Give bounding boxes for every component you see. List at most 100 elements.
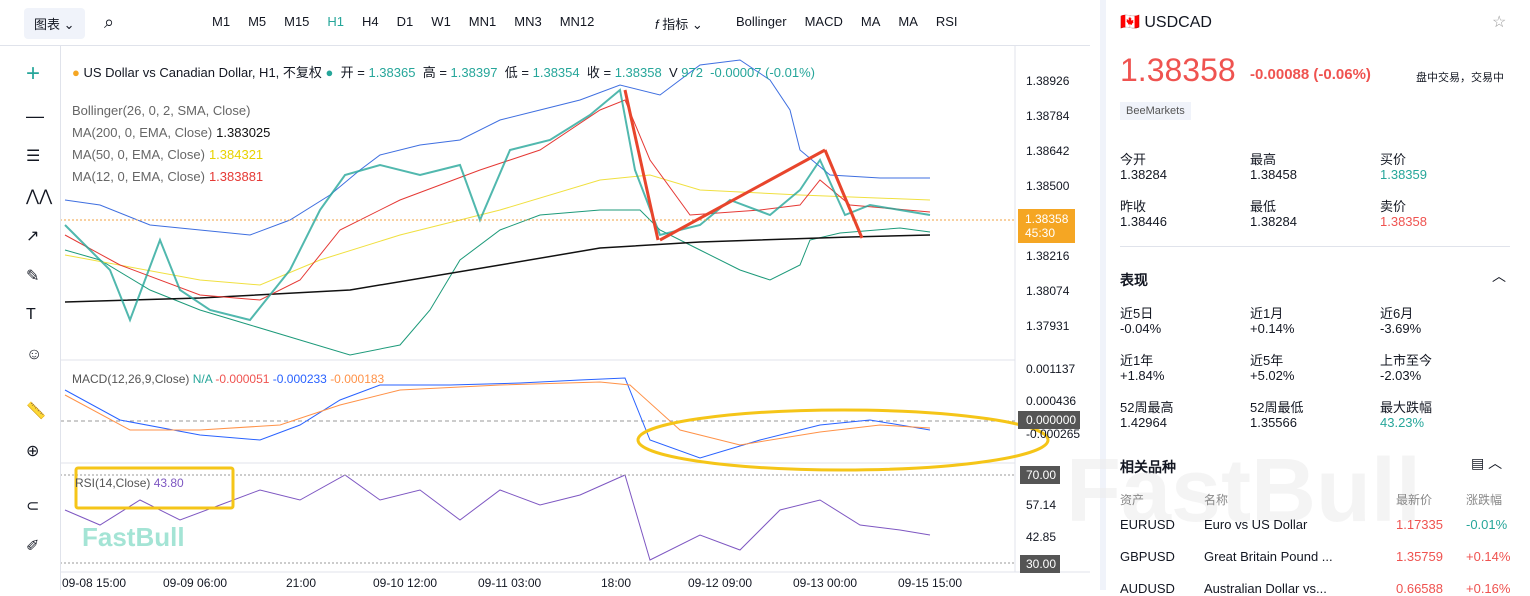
collapse[interactable]: ︿	[1492, 268, 1506, 284]
time-tick: 21:00	[286, 576, 317, 590]
indicator[interactable]: RSI	[935, 14, 958, 29]
rsi-legend: RSI(14,Close) 43.80	[75, 476, 184, 490]
study: MA(12, 0, EMA, Close) 1.383881	[72, 166, 270, 188]
cell: +0.14%	[1466, 549, 1511, 564]
study-value: 1.384321	[208, 147, 264, 162]
column-header: 名称	[1204, 493, 1229, 507]
symbol-name: USDCAD	[1144, 14, 1212, 31]
stat-value: 1.38284	[1120, 167, 1167, 182]
timeframe[interactable]: M5	[248, 14, 267, 29]
study-value: 1.383881	[208, 169, 264, 184]
broker: BeeMarkets	[1120, 102, 1191, 120]
timeframe[interactable]: MN1	[468, 14, 497, 29]
toolbar: 图表 ⌄ ⌕ M1 M5 M15 H1 H4 D1 W1 MN1 MN3 MN12 f 指标 ⌄ …	[0, 0, 1090, 46]
ruler-tool[interactable]: 📏	[26, 403, 46, 420]
value: -0.000233	[272, 372, 327, 386]
perf-value: +1.84%	[1120, 368, 1165, 383]
stat-value: 1.38358	[1380, 214, 1427, 229]
emoji-tool[interactable]: ☺	[26, 346, 43, 363]
stat-label: 今开	[1120, 152, 1147, 167]
section-title: 相关品种	[1120, 459, 1176, 475]
label: 指标	[662, 17, 689, 32]
rsi-tick: 42.85	[1026, 530, 1057, 544]
timeframe[interactable]: H1	[327, 14, 345, 29]
label: V	[668, 65, 678, 80]
line-tool[interactable]: —	[26, 106, 44, 126]
search[interactable]: ⌕	[104, 12, 115, 32]
macd-tick: 0.000000	[1026, 413, 1077, 427]
timeframe[interactable]: M1	[212, 14, 231, 29]
study: MA(200, 0, EMA, Close) 1.383025	[72, 122, 270, 144]
value: -0.000051	[215, 372, 270, 386]
collapse[interactable]: ▤ ︿	[1471, 455, 1503, 471]
symbol-title: US Dollar vs Canadian Dollar, H1, 不复权	[83, 65, 322, 80]
indicator[interactable]: MACD	[804, 14, 843, 29]
label: 低 =	[504, 65, 529, 80]
crosshair[interactable]: +	[26, 60, 41, 87]
stat-value: 1.38284	[1250, 214, 1297, 229]
time-tick: 09-09 06:00	[163, 576, 228, 590]
lock-tool[interactable]: ✐	[26, 538, 40, 555]
fib-tool[interactable]: ↗	[26, 228, 40, 245]
study-value: 1.383025	[216, 125, 271, 140]
indicator[interactable]: MA	[860, 14, 881, 29]
text-tool[interactable]: T	[26, 306, 36, 323]
drawing-tools: + — ☰ ⋀⋀ ↗ ✎ T ☺ 📏 ⊕ ⊂ ✐	[0, 46, 61, 590]
lines-tool[interactable]: ☰	[26, 148, 41, 165]
timeframe[interactable]: D1	[396, 14, 414, 29]
macd-tick: 0.000436	[1026, 394, 1077, 408]
countdown: 45:30	[1025, 226, 1056, 240]
cell: Euro vs US Dollar	[1204, 517, 1308, 532]
indicators-menu[interactable]: f 指标 ⌄	[655, 17, 703, 32]
rsi-tick: 70.00	[1026, 468, 1057, 482]
price-tick: 1.38926	[1026, 74, 1070, 88]
timeframe[interactable]: MN12	[559, 14, 595, 29]
timeframe[interactable]: H4	[362, 14, 379, 29]
brush-tool[interactable]: ✎	[26, 268, 40, 285]
perf-label: 最大跌幅	[1380, 400, 1433, 415]
magnet-tool[interactable]: ⊂	[26, 498, 40, 515]
study-name: MA(12, 0, EMA, Close)	[72, 169, 205, 184]
timeframe[interactable]: MN3	[514, 14, 542, 29]
column-header: 涨跌幅	[1466, 493, 1503, 507]
watermark-bg: FastBull	[1066, 441, 1422, 541]
time-tick: 09-13 00:00	[793, 576, 858, 590]
price-tick: 1.37931	[1026, 319, 1070, 333]
perf-value: +0.14%	[1250, 321, 1295, 336]
time-tick: 09-15 15:00	[898, 576, 963, 590]
time-tick: 18:00	[601, 576, 632, 590]
cell: GBPUSD	[1120, 549, 1175, 564]
timeframes: M1 M5 M15 H1 H4 D1 W1 MN1 MN3 MN12	[212, 14, 594, 29]
watermark: FastBull	[82, 522, 185, 552]
section-title: 表现	[1120, 272, 1148, 288]
perf-label: 近5年	[1250, 353, 1284, 368]
price-tick: 1.38074	[1026, 284, 1070, 298]
price-tick: 1.38500	[1026, 179, 1070, 193]
indicator[interactable]: MA	[898, 14, 918, 29]
value: 1.38365	[368, 65, 416, 80]
stat-value: 1.38359	[1380, 167, 1427, 182]
pattern-tool[interactable]: ⋀⋀	[26, 188, 53, 205]
perf-label: 52周最高	[1120, 400, 1174, 415]
stat-value: 1.38446	[1120, 214, 1167, 229]
zoom-tool[interactable]: ⊕	[26, 443, 40, 460]
macd-legend: MACD(12,26,9,Close) N/A -0.000051 -0.000…	[72, 372, 384, 386]
change-pct: (-0.06%)	[1313, 66, 1371, 83]
stat-label: 昨收	[1120, 199, 1147, 214]
stat-label: 最高	[1250, 152, 1277, 167]
macd-tick: -0.000265	[1026, 427, 1081, 441]
rsi-tick: 30.00	[1026, 557, 1057, 571]
macd-tick: 0.001137	[1026, 362, 1076, 376]
rsi-tick: 57.14	[1026, 498, 1057, 512]
column-header: 最新价	[1396, 493, 1433, 507]
stat-label: 最低	[1250, 199, 1277, 214]
price: 1.38358	[1120, 52, 1236, 88]
timeframe[interactable]: M15	[284, 14, 310, 29]
timeframe[interactable]: W1	[431, 14, 451, 29]
indicator[interactable]: Bollinger	[736, 14, 787, 29]
cell: 1.17335	[1396, 517, 1443, 532]
chart-menu[interactable]: 图表 ⌄	[24, 8, 85, 39]
favorite[interactable]: ☆	[1492, 14, 1507, 31]
perf-value: -2.03%	[1380, 368, 1422, 383]
